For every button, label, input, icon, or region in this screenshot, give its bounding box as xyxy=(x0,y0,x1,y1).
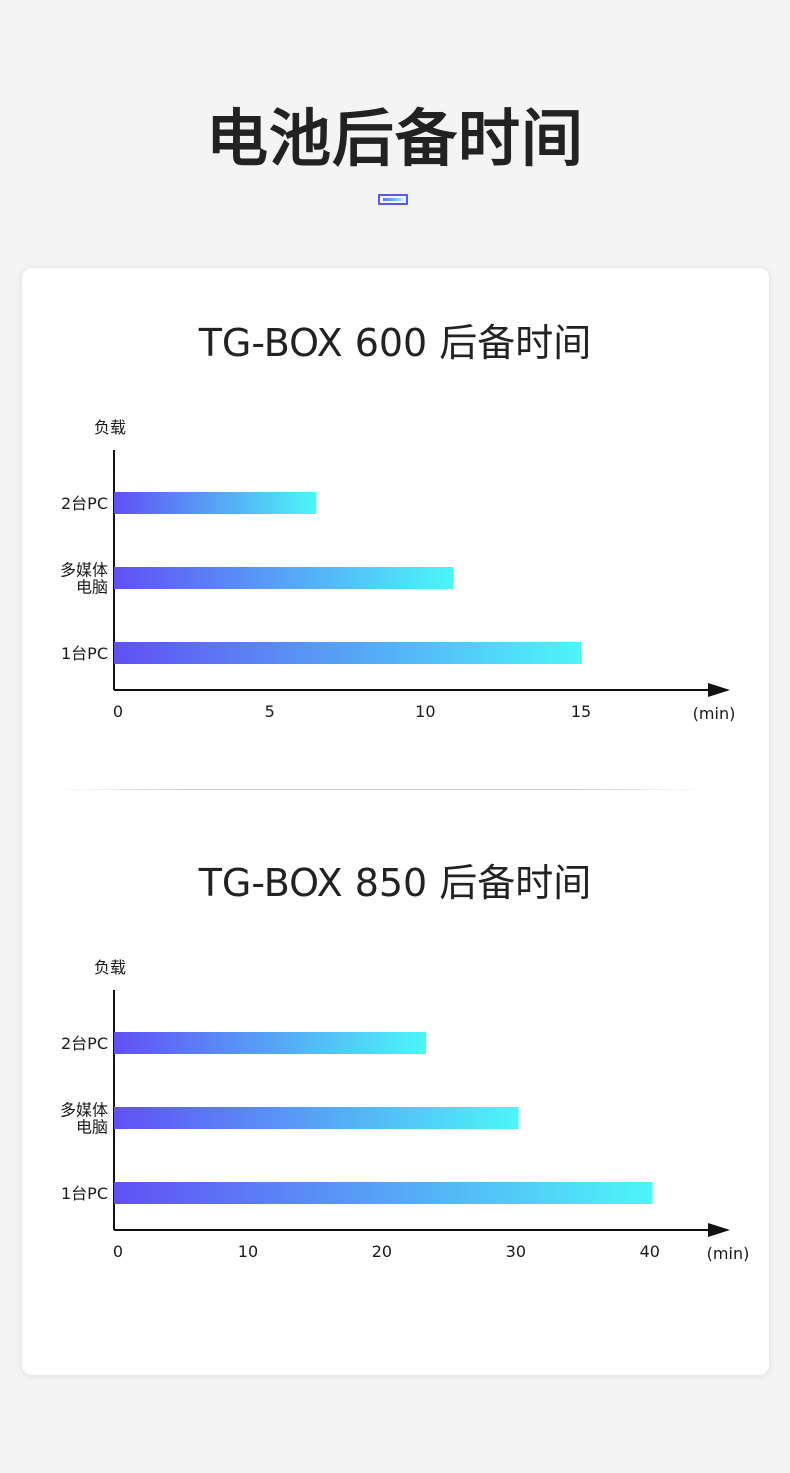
x-axis-unit: (min) xyxy=(707,1244,750,1263)
bar xyxy=(114,1182,653,1204)
category-label: 多媒体 xyxy=(60,1101,108,1120)
category-label: 多媒体 xyxy=(60,561,108,580)
category-label: 电脑 xyxy=(76,578,108,597)
page-title: 电池后备时间 xyxy=(205,102,584,175)
category-label: 1台PC xyxy=(61,1184,108,1203)
bar xyxy=(114,1032,427,1054)
category-label: 电脑 xyxy=(76,1118,108,1137)
x-tick-label: 0 xyxy=(113,1242,123,1261)
x-axis-arrow xyxy=(708,683,730,697)
y-axis-label: 负载 xyxy=(94,418,126,437)
x-tick-label: 15 xyxy=(571,702,591,721)
title-underline-mark xyxy=(378,194,408,205)
x-tick-label: 5 xyxy=(265,702,275,721)
bar xyxy=(114,642,582,664)
x-tick-label: 30 xyxy=(506,1242,526,1261)
bar xyxy=(114,1107,519,1129)
x-tick-label: 20 xyxy=(372,1242,392,1261)
x-tick-label: 10 xyxy=(415,702,435,721)
x-axis-unit: (min) xyxy=(693,704,736,723)
chart-title-box600: TG-BOX 600 后备时间 xyxy=(198,321,592,365)
y-axis-label: 负载 xyxy=(94,958,126,977)
bar xyxy=(114,492,317,514)
category-label: 2台PC xyxy=(61,494,108,513)
category-label: 1台PC xyxy=(61,644,108,663)
x-axis-arrow xyxy=(708,1223,730,1237)
x-tick-label: 10 xyxy=(238,1242,258,1261)
section-divider xyxy=(50,789,710,790)
category-label: 2台PC xyxy=(61,1034,108,1053)
x-tick-label: 0 xyxy=(113,702,123,721)
chart-title-box850: TG-BOX 850 后备时间 xyxy=(198,861,592,905)
bar xyxy=(114,567,454,589)
x-tick-label: 40 xyxy=(640,1242,660,1261)
